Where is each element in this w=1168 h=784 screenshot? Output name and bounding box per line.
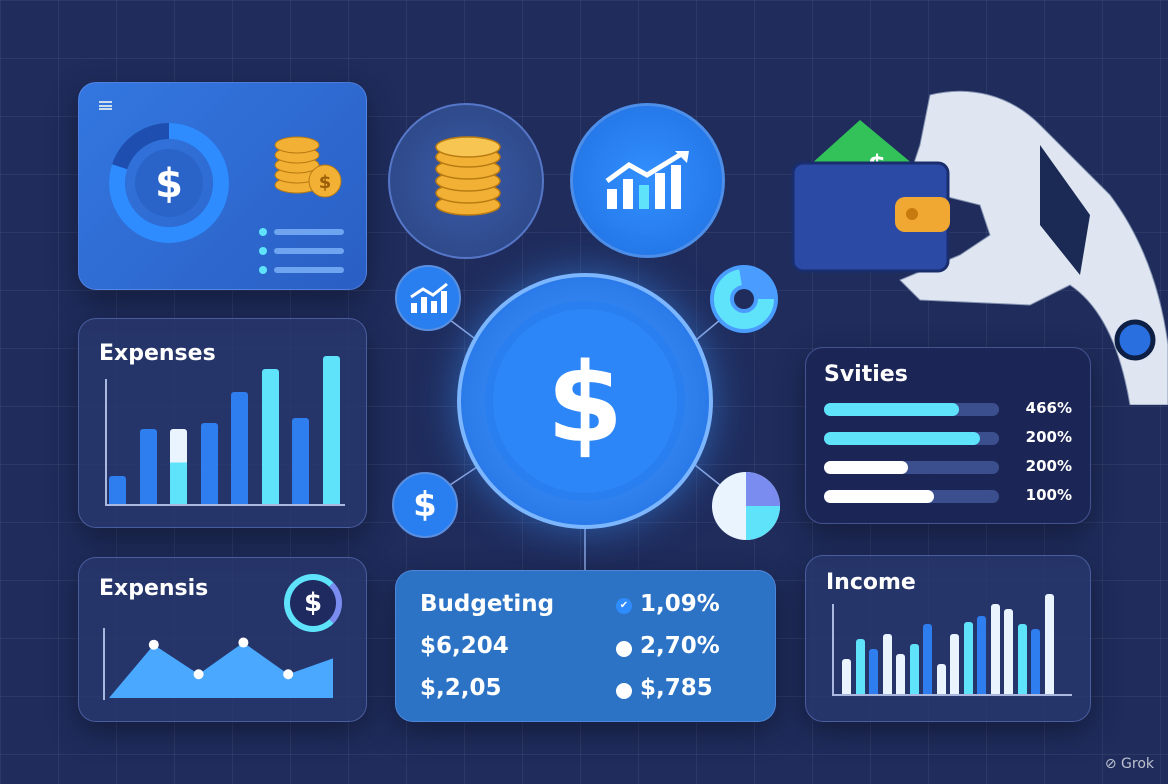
progress-fill bbox=[824, 461, 908, 474]
budget-stat: $,785 bbox=[640, 675, 713, 701]
budgeting-title: Budgeting bbox=[420, 591, 555, 617]
svities-title: Svities bbox=[824, 362, 908, 387]
svities-card: Svities 466% 200% 200% 100% bbox=[805, 347, 1091, 524]
expensis-card: Expensis $ bbox=[78, 557, 367, 722]
expenses-bar bbox=[200, 422, 218, 504]
budget-stat: 1,09% bbox=[640, 591, 720, 617]
progress-bar bbox=[824, 461, 999, 474]
income-bar bbox=[869, 649, 878, 694]
list-item bbox=[259, 266, 349, 274]
income-bar bbox=[1017, 624, 1027, 694]
overview-card: $ $ bbox=[78, 82, 367, 290]
coin-stack-icon: $ bbox=[274, 136, 342, 198]
income-bar bbox=[1004, 609, 1013, 694]
budget-value: $6,204 bbox=[420, 633, 509, 659]
watermark: ⊘ Grok bbox=[1104, 756, 1154, 772]
income-bar bbox=[1044, 594, 1054, 694]
expenses-title: Expenses bbox=[99, 341, 216, 366]
bullet-icon bbox=[616, 641, 632, 657]
center-dollar-coin: $ bbox=[457, 273, 713, 529]
expensis-point bbox=[148, 639, 159, 650]
growth-chart-icon[interactable] bbox=[395, 265, 461, 331]
income-bar bbox=[882, 634, 892, 694]
robot-hand-wallet: $ bbox=[791, 90, 1168, 405]
income-bar-chart bbox=[842, 584, 1072, 694]
progress-value: 200% bbox=[1025, 457, 1072, 475]
progress-fill bbox=[824, 403, 959, 416]
grok-logo-icon: ⊘ bbox=[1104, 756, 1122, 772]
growth-chart-icon bbox=[605, 151, 689, 209]
income-bar bbox=[990, 604, 1000, 694]
expenses-bar bbox=[292, 418, 309, 504]
svg-text:$: $ bbox=[319, 172, 332, 193]
coin-stack-icon bbox=[435, 136, 501, 216]
progress-bar bbox=[824, 490, 999, 503]
donut-icon[interactable] bbox=[708, 263, 780, 335]
progress-bar bbox=[824, 403, 999, 416]
income-bar bbox=[963, 622, 973, 694]
income-bar bbox=[923, 624, 932, 694]
income-bar bbox=[896, 654, 905, 694]
expensis-title: Expensis bbox=[99, 576, 209, 601]
expenses-bar bbox=[231, 391, 248, 504]
progress-fill bbox=[824, 432, 980, 445]
budget-value: $,2,05 bbox=[420, 675, 502, 701]
expenses-card: Expenses bbox=[78, 318, 367, 528]
pie-chart-icon[interactable] bbox=[710, 470, 782, 542]
expensis-point bbox=[283, 669, 294, 680]
expensis-line-chart bbox=[109, 637, 333, 698]
income-title: Income bbox=[826, 570, 916, 595]
coins-circle bbox=[388, 103, 544, 259]
income-bar bbox=[936, 664, 946, 694]
expenses-bar bbox=[139, 428, 157, 504]
income-bar bbox=[855, 639, 865, 694]
expenses-bar-chart bbox=[109, 354, 344, 504]
expensis-point bbox=[238, 637, 249, 648]
income-bar bbox=[977, 616, 986, 694]
income-card: Income bbox=[805, 555, 1091, 722]
dollar-donut-icon: $ bbox=[109, 123, 229, 243]
list-item bbox=[259, 247, 349, 255]
dollar-donut-icon: $ bbox=[284, 574, 342, 632]
expenses-bar bbox=[109, 475, 126, 504]
income-bar bbox=[1031, 629, 1040, 694]
expenses-bar bbox=[322, 356, 340, 504]
dollar-symbol: $ bbox=[546, 339, 624, 467]
list-item bbox=[259, 228, 349, 236]
income-bar bbox=[842, 659, 851, 694]
expenses-bar bbox=[170, 428, 187, 504]
check-icon: ✔ bbox=[616, 598, 632, 614]
income-bar bbox=[909, 644, 919, 694]
income-bar bbox=[950, 634, 959, 694]
expensis-area bbox=[109, 642, 333, 698]
progress-bar bbox=[824, 432, 999, 445]
progress-value: 200% bbox=[1025, 428, 1072, 446]
growth-circle bbox=[570, 103, 725, 258]
progress-value: 466% bbox=[1025, 399, 1072, 417]
expenses-bar bbox=[261, 369, 279, 504]
menu-icon[interactable] bbox=[99, 101, 112, 110]
progress-value: 100% bbox=[1025, 486, 1072, 504]
budgeting-card: Budgeting $6,204 $,2,05 ✔ 1,09% 2,70% $,… bbox=[395, 570, 776, 722]
svg-text:$: $ bbox=[155, 161, 183, 207]
bullet-icon bbox=[616, 683, 632, 699]
expensis-point bbox=[193, 669, 204, 680]
dollar-icon[interactable]: $ bbox=[392, 472, 458, 538]
progress-fill bbox=[824, 490, 935, 503]
budget-stat: 2,70% bbox=[640, 633, 720, 659]
